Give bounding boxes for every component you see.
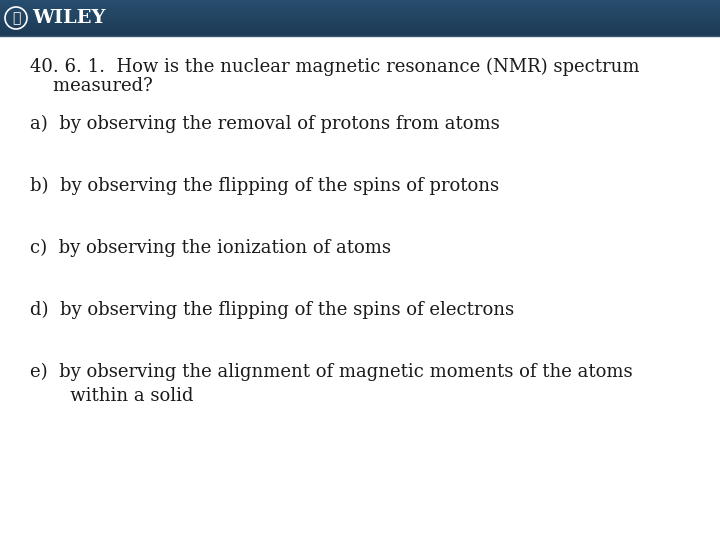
Text: c)  by observing the ionization of atoms: c) by observing the ionization of atoms bbox=[30, 239, 391, 257]
Bar bbox=[0, 30, 720, 31]
Bar bbox=[0, 16, 720, 17]
Text: e)  by observing the alignment of magnetic moments of the atoms
       within a : e) by observing the alignment of magneti… bbox=[30, 363, 633, 405]
Text: d)  by observing the flipping of the spins of electrons: d) by observing the flipping of the spin… bbox=[30, 301, 514, 319]
Bar bbox=[0, 24, 720, 25]
Bar bbox=[0, 3, 720, 4]
Bar bbox=[0, 15, 720, 16]
Bar bbox=[0, 21, 720, 22]
Bar bbox=[0, 31, 720, 32]
Bar bbox=[0, 35, 720, 36]
Text: 40. 6. 1.  How is the nuclear magnetic resonance (NMR) spectrum: 40. 6. 1. How is the nuclear magnetic re… bbox=[30, 58, 639, 76]
Bar bbox=[0, 8, 720, 9]
Bar bbox=[0, 11, 720, 12]
Text: Ⓦ: Ⓦ bbox=[12, 11, 20, 25]
Bar bbox=[0, 7, 720, 8]
Text: measured?: measured? bbox=[30, 77, 153, 95]
Bar bbox=[0, 28, 720, 29]
Bar bbox=[0, 14, 720, 15]
Text: WILEY: WILEY bbox=[32, 9, 106, 27]
Bar bbox=[0, 12, 720, 13]
Text: a)  by observing the removal of protons from atoms: a) by observing the removal of protons f… bbox=[30, 115, 500, 133]
Bar bbox=[0, 18, 720, 19]
Bar bbox=[0, 2, 720, 3]
Bar bbox=[0, 5, 720, 6]
Bar bbox=[0, 29, 720, 30]
Bar bbox=[0, 26, 720, 28]
Bar bbox=[0, 19, 720, 20]
Bar bbox=[0, 17, 720, 18]
Bar bbox=[0, 6, 720, 7]
Bar bbox=[0, 13, 720, 14]
Bar bbox=[0, 33, 720, 34]
Bar bbox=[0, 4, 720, 5]
Bar bbox=[0, 23, 720, 24]
Bar bbox=[0, 22, 720, 23]
Bar bbox=[0, 25, 720, 26]
Bar bbox=[0, 1, 720, 2]
Bar bbox=[0, 9, 720, 10]
Bar bbox=[0, 0, 720, 1]
Bar bbox=[0, 10, 720, 11]
Bar bbox=[0, 34, 720, 35]
Bar bbox=[0, 20, 720, 21]
Text: b)  by observing the flipping of the spins of protons: b) by observing the flipping of the spin… bbox=[30, 177, 499, 195]
Bar bbox=[0, 32, 720, 33]
